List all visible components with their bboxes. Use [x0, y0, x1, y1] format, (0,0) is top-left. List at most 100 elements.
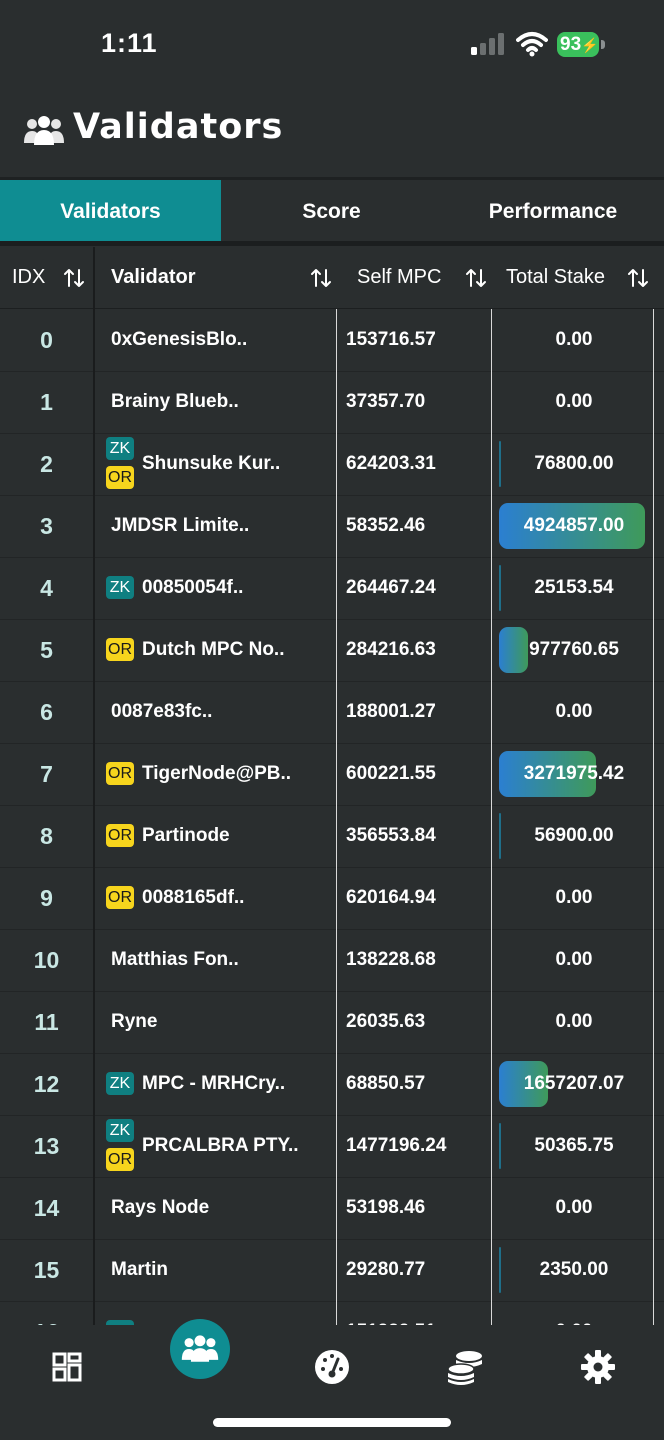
row-index: 0 [40, 327, 53, 353]
tab-validators[interactable]: Validators [0, 180, 221, 243]
validator-name[interactable]: 0087e83fc.. [111, 701, 213, 722]
row-index: 3 [40, 513, 53, 539]
validator-cell: Martin [111, 1239, 333, 1301]
total-stake-cell: 3271975.42 [496, 743, 652, 805]
row-index: 8 [40, 823, 53, 849]
validator-cell: OR Dutch MPC No.. [106, 619, 333, 681]
table-header: IDX Validator Self MPC Total Stake [0, 247, 664, 309]
column-header-self-mpc[interactable]: Self MPC [357, 266, 442, 288]
row-index: 12 [33, 1071, 60, 1097]
stake-bar [499, 751, 596, 797]
table-row[interactable]: 6 0087e83fc.. 188001.27 0.00 [0, 681, 664, 744]
validator-name[interactable]: Brainy Blueb.. [111, 391, 239, 412]
validator-cell: ZK MPC - MRHCry.. [106, 1053, 333, 1115]
total-stake-cell: 0.00 [496, 991, 652, 1053]
total-stake-cell: 0.00 [496, 867, 652, 929]
table-row[interactable]: 12 ZK MPC - MRHCry.. 68850.57 1657207.07 [0, 1053, 664, 1116]
zk-badge: ZK [106, 1072, 134, 1095]
coins-stack-icon[interactable] [445, 1347, 485, 1387]
table-row[interactable]: 5 OR Dutch MPC No.. 284216.63 977760.65 [0, 619, 664, 682]
validator-name[interactable]: Matthias Fon.. [111, 949, 239, 970]
validator-name[interactable]: Shunsuke Kur.. [142, 453, 281, 474]
validator-name[interactable]: 0xGenesisBlo.. [111, 329, 248, 350]
sort-icon[interactable] [465, 267, 487, 289]
validator-name[interactable]: Rays Node [111, 1197, 210, 1218]
self-mpc-value: 264467.24 [346, 577, 436, 598]
table-row[interactable]: 1 Brainy Blueb.. 37357.70 0.00 [0, 371, 664, 434]
or-badge: OR [106, 886, 134, 909]
self-mpc-value: 284216.63 [346, 639, 436, 660]
or-badge: OR [106, 762, 134, 785]
zk-badge: ZK [106, 1119, 134, 1142]
table-row[interactable]: 0 0xGenesisBlo.. 153716.57 0.00 [0, 309, 664, 372]
validator-cell: 0087e83fc.. [111, 681, 333, 743]
column-header-total-stake[interactable]: Total Stake [506, 266, 605, 288]
self-mpc-value: 153716.57 [346, 329, 436, 350]
total-stake-cell: 2350.00 [496, 1239, 652, 1301]
battery-level: 93 [560, 34, 582, 55]
table-row[interactable]: 14 Rays Node 53198.46 0.00 [0, 1177, 664, 1240]
table-row[interactable]: 8 OR Partinode 356553.84 56900.00 [0, 805, 664, 868]
stake-bar [499, 1061, 548, 1107]
validator-name[interactable]: JMDSR Limite.. [111, 515, 250, 536]
validator-cell: OR 0088165df.. [106, 867, 333, 929]
settings-gear-icon[interactable] [578, 1347, 618, 1387]
app-header: Validators [0, 95, 664, 175]
validator-name[interactable]: 00850054f.. [142, 577, 244, 598]
stake-bar [499, 627, 528, 673]
sort-icon[interactable] [310, 267, 332, 289]
row-index: 15 [33, 1257, 60, 1283]
table-row[interactable]: 13 ZK OR PRCALBRA PTY.. 1477196.24 50365.75 [0, 1115, 664, 1178]
self-mpc-value: 151929.51 [346, 1301, 436, 1325]
stake-bar [499, 813, 501, 859]
dashboard-icon[interactable] [47, 1347, 87, 1387]
tab-score[interactable]: Score [302, 200, 361, 223]
sort-icon[interactable] [627, 267, 649, 289]
tab-performance[interactable]: Performance [488, 200, 618, 223]
self-mpc-value: 600221.55 [346, 763, 436, 784]
validator-name[interactable]: Martin [111, 1259, 168, 1280]
home-indicator [213, 1418, 451, 1427]
self-mpc-value: 26035.63 [346, 1011, 426, 1032]
validator-name[interactable]: Ryne [111, 1011, 158, 1032]
table-row[interactable]: 9 OR 0088165df.. 620164.94 0.00 [0, 867, 664, 930]
validator-name[interactable]: 0088165df.. [142, 887, 245, 908]
validator-cell: Brainy Blueb.. [111, 371, 333, 433]
total-stake-value: 0.00 [555, 391, 593, 412]
table-row[interactable]: 4 ZK 00850054f.. 264467.24 25153.54 [0, 557, 664, 620]
total-stake-cell: 0.00 [496, 929, 652, 991]
validator-name[interactable]: MPC - MRHCry.. [142, 1073, 286, 1094]
validator-name[interactable]: Partinode [142, 825, 230, 846]
column-header-validator[interactable]: Validator [111, 266, 196, 288]
cellular-signal-icon [471, 33, 504, 55]
table-row[interactable]: 16 ZK 151929.51 0.00 [0, 1301, 664, 1325]
validator-name[interactable]: Dutch MPC No.. [142, 639, 285, 660]
validator-name[interactable]: TigerNode@PB.. [142, 763, 292, 784]
table-row[interactable]: 2 ZK OR Shunsuke Kur.. 624203.31 76800.00 [0, 433, 664, 496]
table-row[interactable]: 11 Ryne 26035.63 0.00 [0, 991, 664, 1054]
total-stake-value: 977760.65 [529, 639, 619, 660]
table-row[interactable]: 15 Martin 29280.77 2350.00 [0, 1239, 664, 1302]
row-index: 14 [33, 1195, 60, 1221]
self-mpc-value: 620164.94 [346, 887, 436, 908]
validator-cell: ZK OR PRCALBRA PTY.. [106, 1115, 333, 1177]
table-row[interactable]: 3 JMDSR Limite.. 58352.46 4924857.00 [0, 495, 664, 558]
validator-cell: 0xGenesisBlo.. [111, 309, 333, 371]
nav-validators-button[interactable] [170, 1319, 230, 1379]
performance-gauge-icon[interactable] [312, 1347, 352, 1387]
validator-cell: Ryne [111, 991, 333, 1053]
or-badge: OR [106, 824, 134, 847]
zk-badge: ZK [106, 576, 134, 599]
group-icon [24, 116, 64, 145]
total-stake-value: 0.00 [555, 887, 593, 908]
validator-name[interactable]: PRCALBRA PTY.. [142, 1135, 299, 1156]
self-mpc-value: 68850.57 [346, 1073, 426, 1094]
total-stake-cell: 977760.65 [496, 619, 652, 681]
column-divider [93, 247, 95, 1325]
table-row[interactable]: 7 OR TigerNode@PB.. 600221.55 3271975.42 [0, 743, 664, 806]
sort-icon[interactable] [63, 267, 85, 289]
stake-bar [499, 503, 645, 549]
column-header-idx[interactable]: IDX [12, 266, 46, 288]
table-row[interactable]: 10 Matthias Fon.. 138228.68 0.00 [0, 929, 664, 992]
validators-table: IDX Validator Self MPC Total Stake 0 0xGe… [0, 247, 664, 1325]
